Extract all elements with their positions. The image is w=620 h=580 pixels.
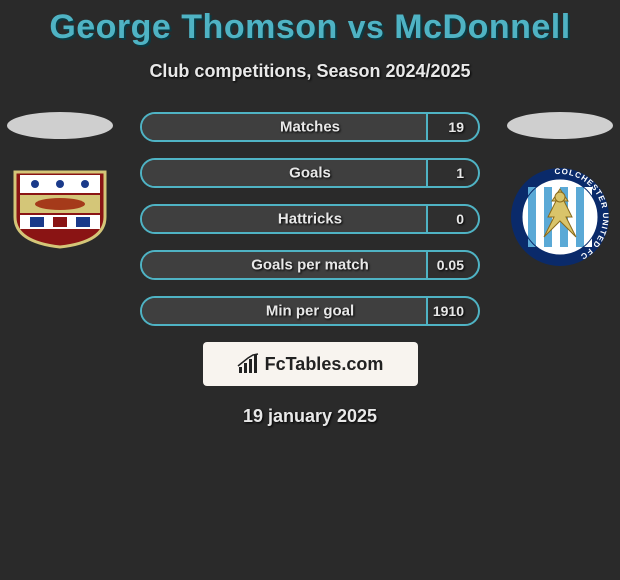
stat-row: Matches19 bbox=[140, 112, 480, 142]
club-crest-right: COLCHESTER UNITED FC bbox=[510, 167, 610, 267]
stat-label: Min per goal bbox=[142, 303, 478, 320]
stat-value-right: 1 bbox=[456, 165, 464, 181]
stat-value-right: 0.05 bbox=[437, 257, 464, 273]
stat-row: Goals per match0.05 bbox=[140, 250, 480, 280]
stat-label: Goals bbox=[142, 165, 478, 182]
right-oval bbox=[507, 112, 613, 139]
subtitle: Club competitions, Season 2024/2025 bbox=[0, 61, 620, 82]
brand-name: FcTables.com bbox=[265, 354, 384, 375]
stat-row: Goals1 bbox=[140, 158, 480, 188]
date-text: 19 january 2025 bbox=[0, 406, 620, 427]
stat-label: Matches bbox=[142, 119, 478, 136]
bar-chart-icon bbox=[237, 353, 259, 375]
stat-label: Hattricks bbox=[142, 211, 478, 228]
page-title: George Thomson vs McDonnell bbox=[0, 0, 620, 47]
left-oval bbox=[7, 112, 113, 139]
club-crest-left bbox=[10, 167, 110, 249]
stat-row: Hattricks0 bbox=[140, 204, 480, 234]
player1-name: George Thomson bbox=[49, 8, 337, 46]
left-column bbox=[0, 112, 120, 254]
right-column: COLCHESTER UNITED FC bbox=[500, 112, 620, 272]
stat-label: Goals per match bbox=[142, 257, 478, 274]
stat-row: Min per goal1910 bbox=[140, 296, 480, 326]
vs-text: vs bbox=[348, 9, 385, 45]
brand-logo-box: FcTables.com bbox=[203, 342, 418, 386]
player2-name: McDonnell bbox=[394, 8, 570, 46]
stat-value-right: 0 bbox=[456, 211, 464, 227]
stat-value-right: 19 bbox=[448, 119, 464, 135]
content-area: COLCHESTER UNITED FC Matches19 Goals1 Hatt… bbox=[0, 112, 620, 427]
stat-value-right: 1910 bbox=[433, 303, 464, 319]
stats-list: Matches19 Goals1 Hattricks0 Goals per match… bbox=[140, 112, 480, 326]
